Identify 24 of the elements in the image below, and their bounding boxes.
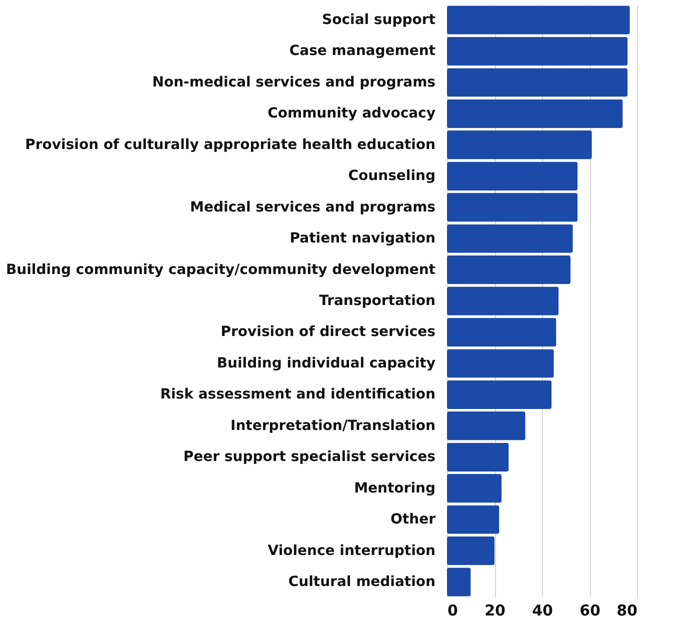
y-tick-label: Building community capacity/community development [6,262,436,278]
y-tick-label: Peer support specialist services [183,449,436,466]
y-tick-label: Risk assessment and identification [160,386,436,403]
y-tick-label: Medical services and programs [190,199,436,216]
x-tick-label: 0 [448,602,458,620]
y-tick-label: Building individual capacity [216,355,436,372]
x-tick-label: 40 [532,602,553,620]
y-tick-label: Mentoring [354,480,436,496]
y-tick-label: Cultural mediation [288,574,436,590]
y-tick-label: Provision of direct services [220,324,436,340]
y-tick-label: Patient navigation [290,230,436,247]
x-tick-label: 20 [484,602,506,620]
y-tick-label: Case management [289,43,436,60]
y-tick-label: Social support [322,12,436,28]
y-tick-label: Counseling [348,168,436,184]
y-tick-label: Other [390,512,436,528]
y-tick-label: Provision of culturally appropriate health education [25,136,436,153]
y-tick-label: Transportation [319,293,436,309]
y-tick-label: Non-medical services and programs [152,74,436,90]
y-tick-label: Violence interruption [268,542,436,559]
x-tick-label: 80 [616,602,638,620]
x-tick-label: 60 [580,602,600,620]
y-tick-label: Community advocacy [268,106,436,122]
y-tick-label: Interpretation/Translation [230,418,436,434]
